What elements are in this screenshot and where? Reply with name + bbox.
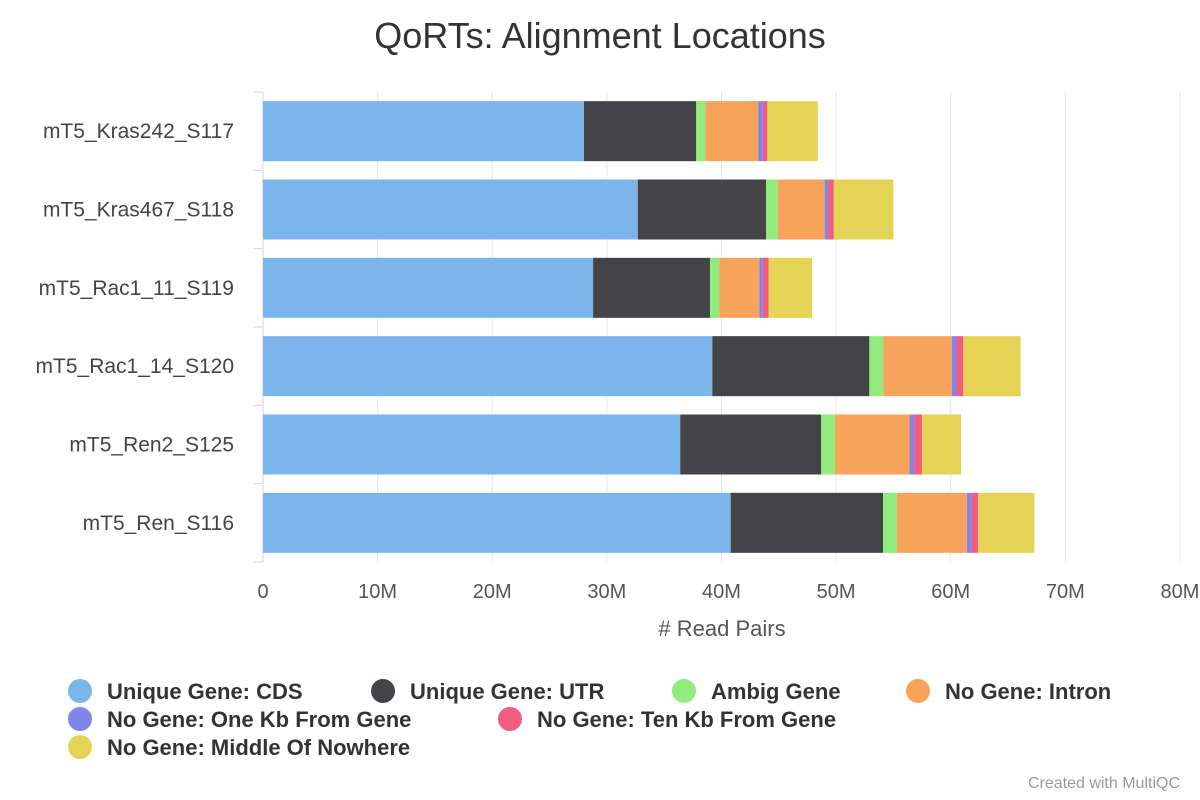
bar-segment[interactable] [637, 179, 767, 240]
x-tick-label: 60M [931, 581, 970, 603]
bar-segment[interactable] [712, 336, 870, 397]
x-axis-title: # Read Pairs [658, 616, 785, 641]
bar-segment[interactable] [883, 492, 897, 553]
bar-segment[interactable] [263, 492, 731, 553]
category-labels: mT5_Kras242_S117 mT5_Kras467_S118 mT5_Rac1… [36, 120, 234, 535]
bar-segment[interactable] [963, 336, 1021, 397]
legend-item[interactable]: Unique Gene: CDS [107, 679, 303, 704]
credit-text[interactable]: Created with MultiQC [1028, 775, 1180, 792]
x-tick-label: 10M [358, 581, 397, 603]
x-tick-label: 0 [257, 581, 268, 603]
bar-segment[interactable] [951, 336, 957, 397]
legend-marker[interactable] [68, 679, 92, 703]
x-tick-label: 20M [473, 581, 512, 603]
legend-item[interactable]: No Gene: Ten Kb From Gene [537, 707, 836, 732]
bar-segment[interactable] [710, 257, 720, 318]
bar-segment[interactable] [730, 492, 884, 553]
bar-segment[interactable] [680, 414, 822, 475]
category-label: mT5_Kras467_S118 [43, 199, 234, 222]
bar-segment[interactable] [762, 257, 769, 318]
legend-marker[interactable] [371, 679, 395, 703]
legend-marker[interactable] [68, 707, 92, 731]
category-label: mT5_Ren2_S125 [69, 434, 234, 457]
legend-item[interactable]: Ambig Gene [711, 679, 841, 704]
bar-segment[interactable] [263, 414, 681, 475]
bar-segment[interactable] [768, 257, 813, 318]
x-tick-label: 30M [587, 581, 626, 603]
bar-segment[interactable] [909, 414, 915, 475]
bar-segment[interactable] [777, 179, 825, 240]
grid-lines [377, 92, 1181, 562]
legend-item[interactable]: No Gene: Intron [945, 679, 1111, 704]
chart-title: QoRTs: Alignment Locations [374, 15, 826, 56]
bar-segment[interactable] [978, 492, 1035, 553]
legend-marker[interactable] [906, 679, 930, 703]
x-tick-label: 70M [1046, 581, 1085, 603]
bar-segment[interactable] [766, 179, 778, 240]
bar-segment[interactable] [971, 492, 979, 553]
bar-segment[interactable] [719, 257, 760, 318]
bar-segment[interactable] [593, 257, 711, 318]
category-label: mT5_Rac1_14_S120 [36, 355, 234, 378]
legend-item[interactable]: No Gene: Middle Of Nowhere [107, 735, 410, 760]
legend-item[interactable]: Unique Gene: UTR [410, 679, 604, 704]
bar-segment[interactable] [869, 336, 884, 397]
bar-segment[interactable] [834, 414, 910, 475]
legend-marker[interactable] [672, 679, 696, 703]
bar-segment[interactable] [263, 257, 594, 318]
legend-item[interactable]: No Gene: One Kb From Gene [107, 707, 411, 732]
bar-segment[interactable] [767, 101, 818, 162]
bar-segment[interactable] [263, 101, 584, 162]
bar-segment[interactable] [762, 101, 768, 162]
bar-segment[interactable] [705, 101, 759, 162]
x-tick-label: 50M [817, 581, 856, 603]
bars [263, 101, 1035, 553]
bar-segment[interactable] [828, 179, 834, 240]
legend: Unique Gene: CDS Unique Gene: UTR Ambig Ge… [68, 679, 1111, 760]
bar-segment[interactable] [263, 179, 638, 240]
bar-segment[interactable] [833, 179, 894, 240]
bar-segment[interactable] [824, 179, 829, 240]
bar-segment[interactable] [883, 336, 952, 397]
bar-segment[interactable] [758, 101, 763, 162]
bar-segment[interactable] [583, 101, 697, 162]
legend-marker[interactable] [498, 707, 522, 731]
bar-segment[interactable] [956, 336, 964, 397]
legend-marker[interactable] [68, 735, 92, 759]
x-tick-label: 40M [702, 581, 741, 603]
bar-segment[interactable] [696, 101, 706, 162]
bar-segment[interactable] [922, 414, 962, 475]
category-label: mT5_Ren_S116 [83, 512, 234, 535]
bar-segment[interactable] [263, 336, 713, 397]
axes [253, 91, 264, 563]
category-label: mT5_Kras242_S117 [43, 120, 234, 143]
x-tick-labels: 0 10M 20M 30M 40M 50M 60M 70M 80M [257, 581, 1199, 603]
bar-segment[interactable] [914, 414, 923, 475]
x-tick-label: 80M [1161, 581, 1200, 603]
bar-segment[interactable] [821, 414, 835, 475]
bar-segment[interactable] [759, 257, 763, 318]
bar-segment[interactable] [896, 492, 967, 553]
bar-segment[interactable] [966, 492, 972, 553]
category-label: mT5_Rac1_11_S119 [39, 277, 234, 300]
